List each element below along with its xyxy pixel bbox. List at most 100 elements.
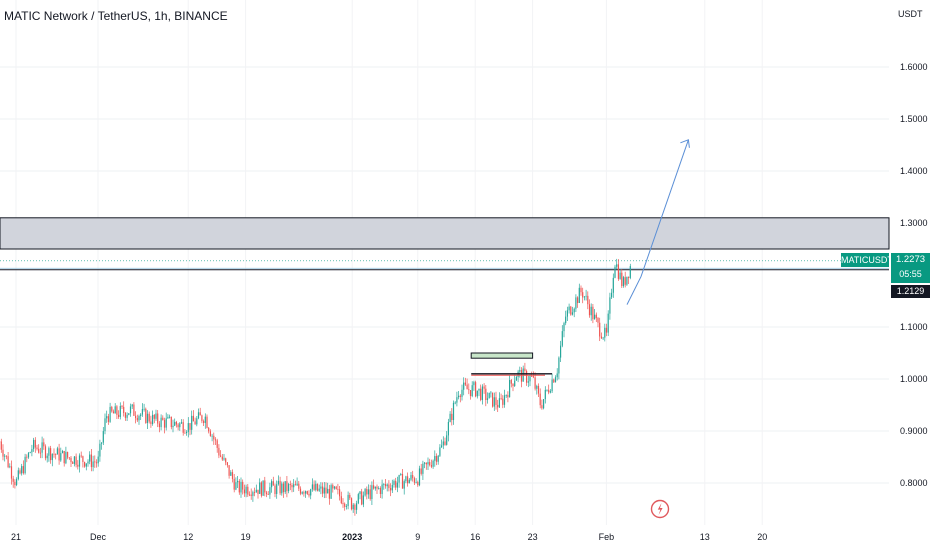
candle-body	[155, 413, 157, 419]
candle-body	[459, 395, 461, 397]
candle-body	[524, 368, 526, 372]
candle-body	[376, 486, 378, 489]
candle-body	[87, 461, 89, 464]
candle-body	[44, 446, 47, 459]
candle-body	[396, 482, 398, 488]
candle-body	[561, 331, 563, 346]
candle-body	[43, 442, 45, 447]
candle-body	[490, 392, 492, 394]
candle-body	[366, 489, 368, 495]
candle-body	[41, 442, 43, 453]
candle-body	[5, 455, 7, 457]
candle-body	[36, 447, 38, 449]
candle-body	[301, 492, 303, 494]
candle-body	[473, 382, 475, 386]
candle-body	[371, 485, 373, 499]
candle-body	[427, 462, 429, 465]
candle-body	[55, 454, 57, 455]
candle-body	[464, 382, 466, 385]
candle-body	[116, 406, 118, 415]
candle-body	[566, 310, 568, 317]
candle-body	[468, 389, 470, 391]
candle-body	[276, 484, 278, 494]
candle-body	[162, 417, 164, 421]
candle-body	[539, 393, 541, 406]
candle-body	[568, 306, 570, 311]
candle-body	[390, 488, 392, 491]
event-marker[interactable]	[650, 499, 670, 519]
candle-body	[107, 416, 109, 422]
candle-body	[332, 485, 334, 489]
candle-body	[0, 441, 2, 450]
candle-body	[187, 423, 189, 432]
candle-body	[570, 306, 572, 315]
candle-body	[123, 406, 125, 413]
y-tick-label: 1.3000	[900, 218, 928, 228]
candle-body	[359, 491, 361, 495]
candle-body	[7, 456, 9, 468]
candle-body	[306, 491, 308, 494]
candle-body	[293, 484, 295, 488]
candle-body	[583, 296, 585, 298]
candle-body	[305, 491, 307, 494]
candle-body	[277, 480, 279, 485]
candle-body	[316, 483, 319, 491]
candle-body	[344, 503, 346, 507]
candle-body	[160, 417, 162, 428]
candle-body	[136, 418, 138, 421]
candle-body	[549, 391, 551, 393]
candle-body	[430, 465, 432, 467]
candle-body	[527, 381, 529, 383]
candle-body	[216, 440, 218, 448]
candle-body	[541, 405, 543, 409]
candle-body	[328, 488, 330, 499]
candle-body	[191, 415, 193, 430]
y-tick-label: 1.1000	[900, 322, 928, 332]
candle-body	[616, 264, 618, 267]
candle-body	[600, 336, 602, 339]
candle-body	[537, 385, 540, 394]
candle-body	[29, 452, 31, 454]
candle-body	[170, 416, 172, 428]
candle-body	[26, 456, 28, 458]
candle-body	[56, 448, 58, 455]
y-tick-label: 0.9000	[900, 426, 928, 436]
candle-body	[388, 484, 390, 489]
candle-body	[240, 481, 242, 493]
candle-body	[61, 450, 64, 454]
candle-body	[386, 484, 388, 487]
candle-body	[378, 488, 380, 489]
candle-body	[214, 439, 217, 441]
candle-body	[532, 376, 534, 378]
candle-body	[146, 413, 149, 423]
candle-body	[272, 481, 274, 486]
candle-body	[67, 451, 69, 458]
candle-body	[90, 454, 92, 468]
candle-body	[4, 455, 6, 457]
candle-body	[624, 277, 626, 285]
candle-body	[230, 472, 232, 476]
candle-body	[322, 486, 324, 494]
x-tick-label: 20	[757, 532, 767, 542]
candle-body	[485, 388, 487, 400]
candle-body	[486, 398, 489, 400]
candle-body	[184, 432, 186, 434]
candle-body	[143, 408, 145, 410]
candle-body	[95, 462, 98, 464]
candle-body	[274, 485, 276, 494]
candle-body	[349, 494, 351, 499]
candle-body	[495, 397, 497, 405]
candle-body	[553, 379, 555, 383]
candle-body	[231, 472, 234, 479]
candle-body	[619, 272, 621, 279]
candle-body	[588, 304, 591, 316]
candle-body	[203, 421, 205, 423]
candle-body	[281, 483, 283, 494]
candle-body	[417, 481, 419, 486]
candle-body	[352, 504, 354, 510]
candle-body	[461, 389, 463, 397]
candle-body	[503, 395, 506, 405]
candle-body	[333, 486, 336, 489]
drawings	[470, 139, 690, 376]
